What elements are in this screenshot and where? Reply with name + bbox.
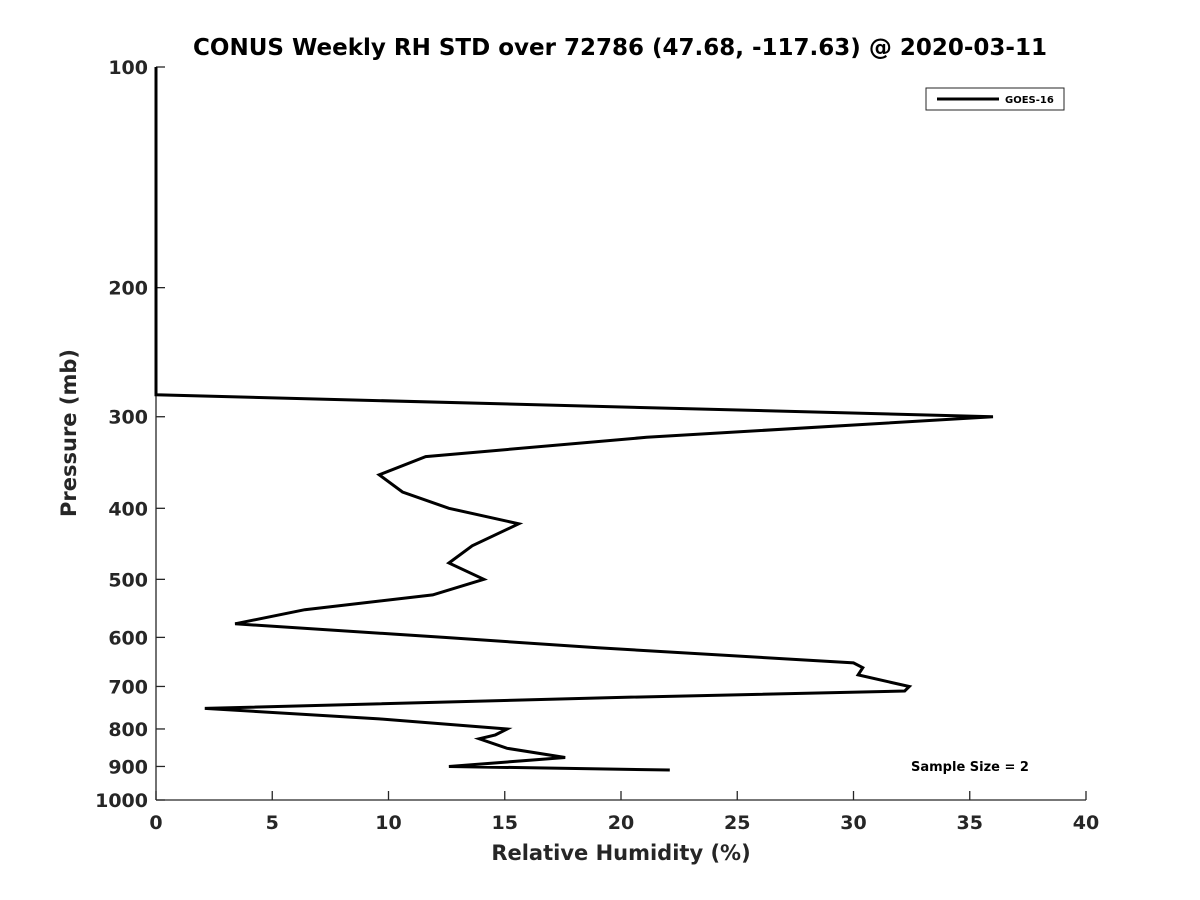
y-tick-label: 700	[108, 676, 148, 698]
y-tick-label: 100	[108, 57, 148, 79]
y-tick-label: 900	[108, 756, 148, 778]
x-tick-label: 25	[724, 812, 750, 834]
series-line-goes-16	[154, 67, 994, 772]
y-ticks: 100 200 300 400 500 600 700 800 900 1000	[95, 57, 165, 812]
y-axis-label: Pressure (mb)	[57, 349, 81, 517]
y-tick-label: 500	[108, 569, 148, 591]
y-tick-label: 200	[108, 278, 148, 300]
x-axis-label: Relative Humidity (%)	[491, 841, 750, 865]
sample-size-annotation: Sample Size = 2	[911, 760, 1029, 775]
x-ticks: 0 5 10 15 20 25 30 35 40	[149, 791, 1099, 834]
y-tick-label: 400	[108, 498, 148, 520]
x-tick-label: 0	[149, 812, 162, 834]
x-tick-label: 10	[375, 812, 401, 834]
y-tick-label: 800	[108, 719, 148, 741]
plot-axes	[155, 67, 1086, 801]
x-tick-label: 15	[492, 812, 518, 834]
x-tick-label: 20	[608, 812, 634, 834]
y-tick-label: 300	[108, 407, 148, 429]
x-tick-label: 35	[957, 812, 983, 834]
legend-label: GOES-16	[1005, 95, 1054, 106]
y-tick-label: 600	[108, 627, 148, 649]
x-tick-label: 40	[1073, 812, 1099, 834]
chart-title: CONUS Weekly RH STD over 72786 (47.68, -…	[193, 35, 1047, 61]
x-tick-label: 30	[840, 812, 866, 834]
y-tick-label: 1000	[95, 790, 148, 812]
legend: GOES-16	[925, 87, 1065, 111]
x-tick-label: 5	[266, 812, 279, 834]
